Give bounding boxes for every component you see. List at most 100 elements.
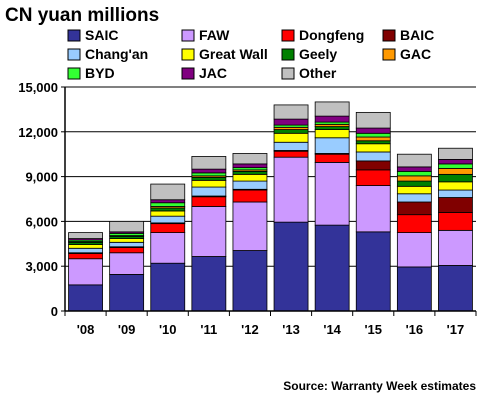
bar-segment-dongfeng — [273, 150, 309, 158]
bar-segment-other — [355, 111, 391, 129]
bar-segment-other — [109, 220, 145, 233]
bar-segment-baic — [438, 197, 473, 213]
bar-segment-chang-an — [150, 215, 186, 224]
bar-segment-saic — [355, 231, 391, 312]
bar-segment-dongfeng — [232, 189, 268, 203]
bar-segment-faw — [273, 156, 309, 223]
legend-label: GAC — [400, 46, 431, 62]
bar-segment-saic — [438, 265, 473, 312]
x-tick-label: '08 — [77, 322, 95, 337]
bar-segment-saic — [314, 224, 350, 312]
bar-segment-great-wall — [191, 179, 227, 188]
bar-segment-faw — [438, 229, 473, 266]
bar-stack-10 — [150, 183, 186, 312]
bar-stack-08 — [68, 232, 103, 312]
legend: SAIC FAW Dongfeng BAIC Chang'an Great Wall Gee… — [67, 27, 434, 81]
legend-item-baic: BAIC — [382, 27, 434, 43]
bar-segment-gac — [396, 175, 432, 182]
bar-segment-great-wall — [68, 244, 103, 249]
y-tick-label: 9,000 — [25, 170, 58, 185]
bar-segment-geely — [438, 173, 473, 183]
bar-segment-faw — [396, 232, 432, 268]
bar-segment-chang-an — [396, 193, 432, 203]
bar-segment-chang-an — [438, 189, 473, 198]
bar-segment-saic — [109, 274, 145, 312]
bar-segment-great-wall — [273, 132, 309, 143]
legend-item-chang-an: Chang'an — [67, 46, 148, 62]
x-tick-label: '16 — [406, 322, 424, 337]
x-tick-label: '09 — [118, 322, 136, 337]
y-tick-label: 3,000 — [25, 259, 58, 274]
bar-segment-saic — [191, 256, 227, 312]
bar-stack-12 — [232, 153, 268, 312]
legend-label: SAIC — [85, 27, 118, 43]
bar-segment-byd — [191, 172, 227, 177]
bar-stack-09 — [109, 220, 145, 312]
legend-item-jac: JAC — [181, 65, 227, 81]
y-tick-label: 15,000 — [18, 80, 58, 95]
bar-stack-14 — [314, 101, 350, 312]
x-axis-ticks: '08 '09 '10 '11 '12 '13 '14 '15 '16 '17 — [64, 311, 477, 337]
bar-segment-great-wall — [355, 143, 391, 153]
bar-segment-dongfeng — [438, 212, 473, 231]
bar-segment-chang-an — [314, 137, 350, 154]
bar-segment-dongfeng — [150, 223, 186, 233]
y-axis-ticks: 0 3,000 6,000 9,000 12,000 15,000 — [18, 80, 65, 319]
bar-segment-other — [68, 232, 103, 239]
legend-swatch — [181, 29, 195, 42]
bar-segment-other — [232, 153, 268, 165]
bar-segment-byd — [438, 163, 473, 169]
legend-item-dongfeng: Dongfeng — [281, 27, 364, 43]
bar-segment-jac — [150, 199, 186, 204]
bar-stack-17 — [438, 147, 473, 312]
bar-stack-13 — [273, 104, 309, 312]
legend-swatch — [67, 29, 81, 42]
bar-segment-saic — [396, 266, 432, 312]
bar-segment-baic — [355, 160, 391, 171]
bar-segment-jac — [314, 115, 350, 123]
bar-stack-16 — [396, 153, 432, 312]
bar-segment-other — [396, 153, 432, 168]
bar-segment-saic — [273, 221, 309, 312]
bar-segment-byd — [150, 202, 186, 207]
bar-segment-dongfeng — [355, 169, 391, 186]
bar-segment-faw — [150, 232, 186, 264]
legend-label: BYD — [85, 65, 115, 81]
x-tick-label: '10 — [159, 322, 177, 337]
y-tick-label: 0 — [51, 304, 58, 319]
bar-segment-faw — [355, 185, 391, 233]
bar-segment-other — [438, 147, 473, 160]
y-tick-label: 12,000 — [18, 125, 58, 140]
x-tick-label: '14 — [323, 322, 341, 337]
bar-segment-faw — [68, 258, 103, 286]
bar-segment-geely — [232, 170, 268, 175]
bar-segment-other — [314, 101, 350, 117]
legend-item-gac: GAC — [382, 46, 431, 62]
legend-swatch — [181, 67, 195, 80]
legend-swatch — [281, 67, 295, 80]
legend-swatch — [281, 48, 295, 61]
legend-item-geely: Geely — [281, 46, 337, 62]
bars — [68, 101, 473, 312]
bar-stack-15 — [355, 111, 391, 312]
legend-label: Great Wall — [199, 46, 268, 62]
legend-item-saic: SAIC — [67, 27, 118, 43]
legend-swatch — [67, 67, 81, 80]
legend-item-faw: FAW — [181, 27, 230, 43]
bar-segment-great-wall — [396, 185, 432, 195]
bar-segment-jac — [191, 168, 227, 174]
bar-segment-geely — [355, 140, 391, 145]
bar-segment-faw — [191, 206, 227, 257]
bar-segment-jac — [355, 127, 391, 134]
bar-segment-gac — [355, 136, 391, 142]
bar-segment-dongfeng — [109, 247, 145, 254]
bar-segment-saic — [68, 284, 103, 312]
bar-segment-chang-an — [109, 241, 145, 248]
bar-segment-baic — [396, 201, 432, 216]
bar-segment-geely — [314, 126, 350, 130]
bar-segment-dongfeng — [314, 153, 350, 163]
x-tick-label: '17 — [447, 322, 465, 337]
bar-segment-chang-an — [191, 186, 227, 197]
bar-segment-jac — [232, 163, 268, 169]
